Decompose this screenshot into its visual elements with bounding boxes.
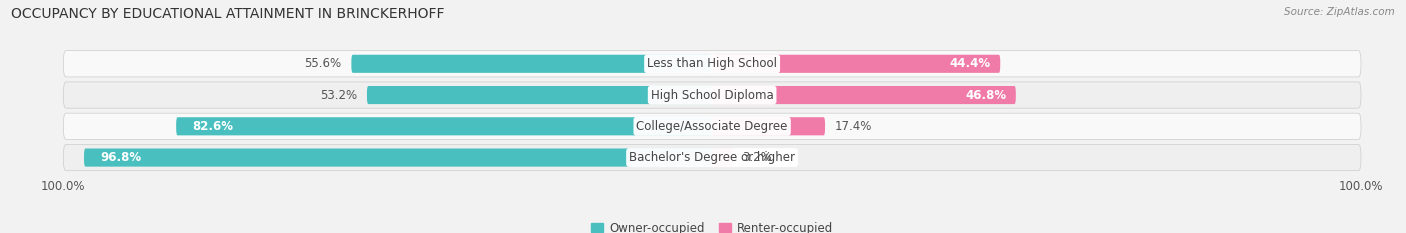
FancyBboxPatch shape: [713, 148, 733, 167]
Text: 53.2%: 53.2%: [321, 89, 357, 102]
Text: 82.6%: 82.6%: [193, 120, 233, 133]
Text: 44.4%: 44.4%: [949, 57, 990, 70]
FancyBboxPatch shape: [713, 117, 825, 135]
Text: 3.2%: 3.2%: [742, 151, 772, 164]
FancyBboxPatch shape: [84, 148, 713, 167]
Text: 17.4%: 17.4%: [835, 120, 872, 133]
FancyBboxPatch shape: [63, 51, 1361, 77]
FancyBboxPatch shape: [63, 113, 1361, 139]
Text: Bachelor's Degree or higher: Bachelor's Degree or higher: [628, 151, 796, 164]
FancyBboxPatch shape: [63, 82, 1361, 108]
Text: 46.8%: 46.8%: [965, 89, 1007, 102]
Text: High School Diploma: High School Diploma: [651, 89, 773, 102]
Text: College/Associate Degree: College/Associate Degree: [637, 120, 787, 133]
Text: 55.6%: 55.6%: [305, 57, 342, 70]
FancyBboxPatch shape: [713, 55, 1000, 73]
Text: Source: ZipAtlas.com: Source: ZipAtlas.com: [1284, 7, 1395, 17]
FancyBboxPatch shape: [176, 117, 713, 135]
FancyBboxPatch shape: [352, 55, 713, 73]
Text: OCCUPANCY BY EDUCATIONAL ATTAINMENT IN BRINCKERHOFF: OCCUPANCY BY EDUCATIONAL ATTAINMENT IN B…: [11, 7, 444, 21]
FancyBboxPatch shape: [713, 86, 1015, 104]
Legend: Owner-occupied, Renter-occupied: Owner-occupied, Renter-occupied: [586, 217, 838, 233]
Text: Less than High School: Less than High School: [647, 57, 778, 70]
FancyBboxPatch shape: [367, 86, 713, 104]
Text: 96.8%: 96.8%: [100, 151, 142, 164]
FancyBboxPatch shape: [63, 144, 1361, 171]
